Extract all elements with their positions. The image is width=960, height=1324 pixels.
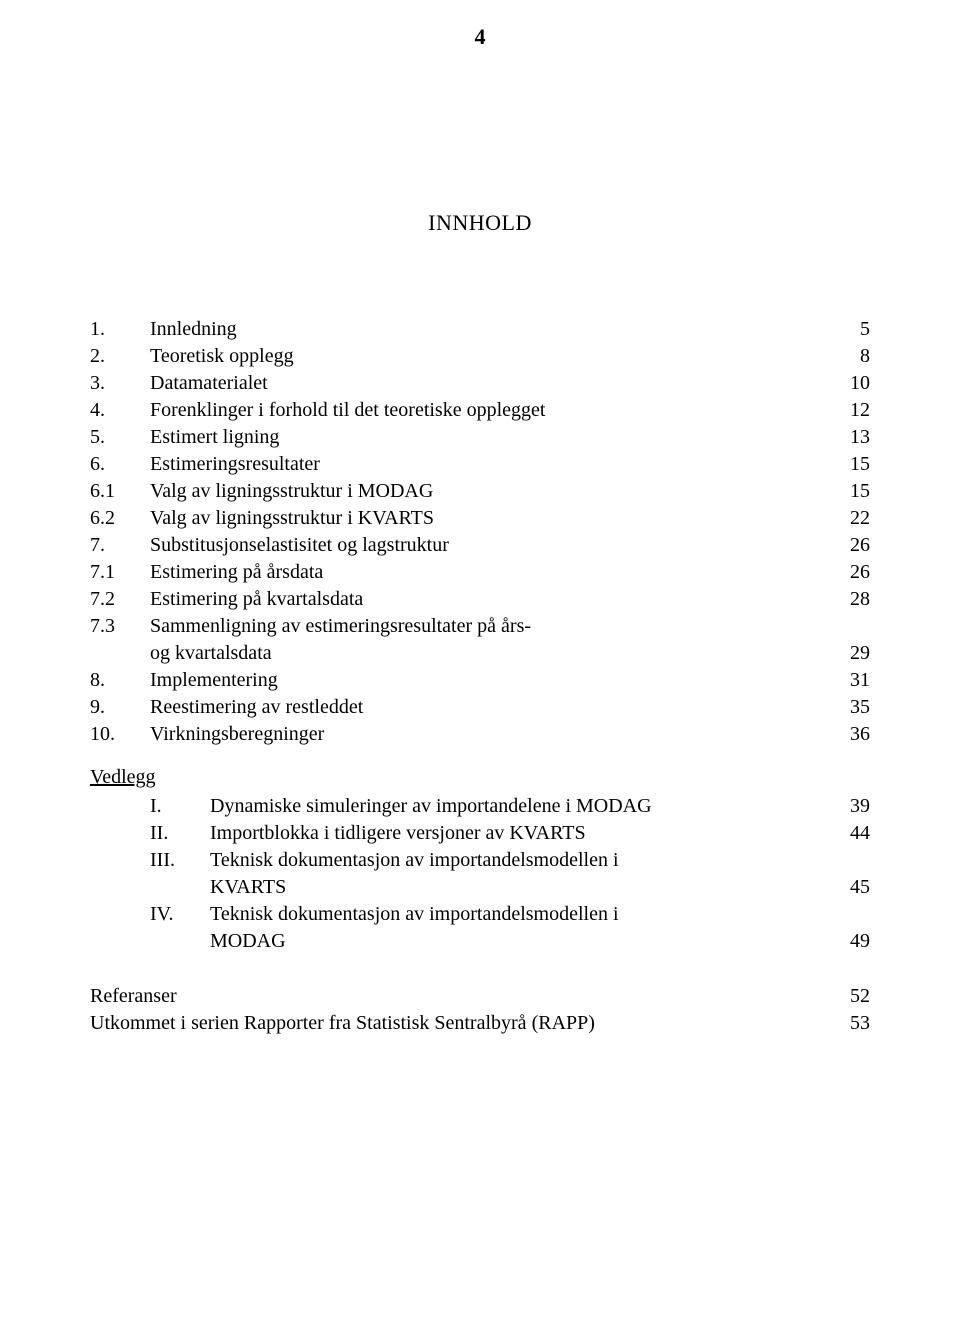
toc-entry: 9. Reestimering av restleddet 35 (90, 694, 870, 721)
toc-page: 31 (806, 667, 870, 694)
toc-num: 10. (90, 721, 150, 748)
toc-num: 7. (90, 532, 150, 559)
toc-num: 7.1 (90, 559, 150, 586)
toc-entry: 7.3 Sammenligning av estimeringsresultat… (90, 613, 870, 640)
toc-label: Estimert ligning (150, 424, 279, 451)
table-of-contents: 1. Innledning 5 2. Teoretisk opplegg 8 3… (90, 316, 870, 1037)
toc-page: 12 (806, 397, 870, 424)
toc-entry: 6.2 Valg av ligningsstruktur i KVARTS 22 (90, 505, 870, 532)
toc-num: 3. (90, 370, 150, 397)
toc-label: Valg av ligningsstruktur i MODAG (150, 478, 433, 505)
toc-label: Estimeringsresultater (150, 451, 320, 478)
page-number: 4 (90, 24, 870, 50)
vedlegg-entry-cont: MODAG 49 (90, 928, 870, 955)
toc-entry: 7.2 Estimering på kvartalsdata 28 (90, 586, 870, 613)
toc-page: 26 (806, 559, 870, 586)
toc-page: 15 (806, 451, 870, 478)
toc-label: Forenklinger i forhold til det teoretisk… (150, 397, 545, 424)
vedlegg-label: Teknisk dokumentasjon av importandelsmod… (210, 901, 619, 928)
toc-label: Valg av ligningsstruktur i KVARTS (150, 505, 434, 532)
ref-label: Referanser (90, 983, 177, 1010)
toc-label: Teoretisk opplegg (150, 343, 294, 370)
ref-page: 53 (806, 1010, 870, 1037)
toc-num: 6. (90, 451, 150, 478)
references-block: Referanser 52 Utkommet i serien Rapporte… (90, 983, 870, 1037)
vedlegg-page: 45 (806, 874, 870, 901)
vedlegg-num: I. (90, 793, 210, 820)
vedlegg-label: Dynamiske simuleringer av importandelene… (210, 793, 652, 820)
toc-label: Datamaterialet (150, 370, 268, 397)
toc-entry: 5. Estimert ligning 13 (90, 424, 870, 451)
toc-num: 7.2 (90, 586, 150, 613)
toc-entry: 4. Forenklinger i forhold til det teoret… (90, 397, 870, 424)
toc-label: Virkningsberegninger (150, 721, 324, 748)
toc-label: Implementering (150, 667, 278, 694)
toc-label: Sammenligning av estimeringsresultater p… (150, 613, 531, 640)
toc-num: 8. (90, 667, 150, 694)
toc-num: 2. (90, 343, 150, 370)
vedlegg-entry: III. Teknisk dokumentasjon av importande… (90, 847, 870, 874)
vedlegg-label: MODAG (210, 928, 286, 955)
toc-num: 1. (90, 316, 150, 343)
vedlegg-num: IV. (90, 901, 210, 928)
vedlegg-label: Importblokka i tidligere versjoner av KV… (210, 820, 586, 847)
toc-label: Estimering på kvartalsdata (150, 586, 363, 613)
toc-page: 13 (806, 424, 870, 451)
toc-entry: 2. Teoretisk opplegg 8 (90, 343, 870, 370)
document-page: 4 INNHOLD 1. Innledning 5 2. Teoretisk o… (0, 0, 960, 1324)
toc-label: og kvartalsdata (150, 640, 272, 667)
toc-title: INNHOLD (90, 210, 870, 236)
toc-num: 6.2 (90, 505, 150, 532)
vedlegg-page: 39 (806, 793, 870, 820)
vedlegg-label: Teknisk dokumentasjon av importandelsmod… (210, 847, 619, 874)
toc-page: 5 (806, 316, 870, 343)
toc-page: 36 (806, 721, 870, 748)
toc-entry: 6. Estimeringsresultater 15 (90, 451, 870, 478)
toc-page: 26 (806, 532, 870, 559)
vedlegg-page: 44 (806, 820, 870, 847)
toc-num: 6.1 (90, 478, 150, 505)
toc-num: 4. (90, 397, 150, 424)
toc-page: 28 (806, 586, 870, 613)
vedlegg-entry-cont: KVARTS 45 (90, 874, 870, 901)
toc-page: 22 (806, 505, 870, 532)
ref-entry: Referanser 52 (90, 983, 870, 1010)
ref-page: 52 (806, 983, 870, 1010)
vedlegg-entry: II. Importblokka i tidligere versjoner a… (90, 820, 870, 847)
toc-num: 5. (90, 424, 150, 451)
toc-label: Substitusjonselastisitet og lagstruktur (150, 532, 449, 559)
toc-page: 35 (806, 694, 870, 721)
vedlegg-entry: I. Dynamiske simuleringer av importandel… (90, 793, 870, 820)
toc-page: 15 (806, 478, 870, 505)
toc-label: Estimering på årsdata (150, 559, 323, 586)
toc-entry: 6.1 Valg av ligningsstruktur i MODAG 15 (90, 478, 870, 505)
toc-page: 8 (806, 343, 870, 370)
vedlegg-heading: Vedlegg (90, 764, 870, 791)
toc-entry: 10. Virkningsberegninger 36 (90, 721, 870, 748)
vedlegg-num: II. (90, 820, 210, 847)
ref-label: Utkommet i serien Rapporter fra Statisti… (90, 1010, 595, 1037)
toc-entry: 7. Substitusjonselastisitet og lagstrukt… (90, 532, 870, 559)
toc-page: 29 (806, 640, 870, 667)
vedlegg-num: III. (90, 847, 210, 874)
toc-num: 9. (90, 694, 150, 721)
toc-entry: 1. Innledning 5 (90, 316, 870, 343)
vedlegg-label: KVARTS (210, 874, 286, 901)
toc-num: 7.3 (90, 613, 150, 640)
toc-entry: 3. Datamaterialet 10 (90, 370, 870, 397)
toc-label: Reestimering av restleddet (150, 694, 363, 721)
toc-entry: 8. Implementering 31 (90, 667, 870, 694)
toc-page: 10 (806, 370, 870, 397)
ref-entry: Utkommet i serien Rapporter fra Statisti… (90, 1010, 870, 1037)
toc-entry: 7.1 Estimering på årsdata 26 (90, 559, 870, 586)
vedlegg-page: 49 (806, 928, 870, 955)
toc-label: Innledning (150, 316, 237, 343)
toc-entry-cont: og kvartalsdata 29 (90, 640, 870, 667)
vedlegg-entry: IV. Teknisk dokumentasjon av importandel… (90, 901, 870, 928)
